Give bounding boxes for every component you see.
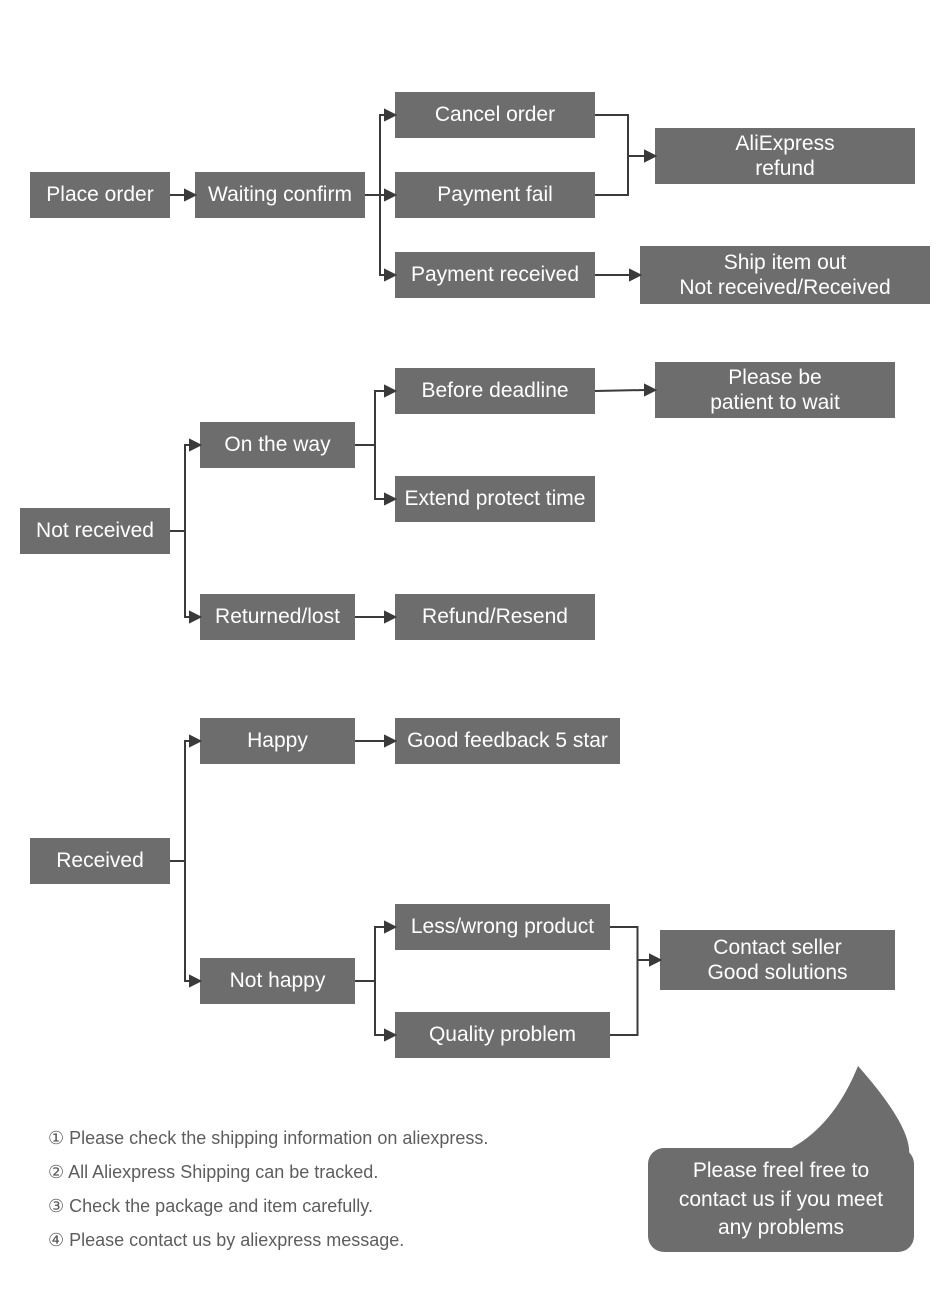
contact-bubble: Please freel free to contact us if you m… — [648, 1148, 914, 1252]
footnote-2: ② All Aliexpress Shipping can be tracked… — [48, 1162, 378, 1183]
edge-layer — [0, 0, 950, 1300]
footnote-3: ③ Check the package and item carefully. — [48, 1196, 373, 1217]
footnote-4: ④ Please contact us by aliexpress messag… — [48, 1230, 404, 1251]
footnote-1: ① Please check the shipping information … — [48, 1128, 488, 1149]
flowchart-stage: Place orderWaiting confirmCancel orderPa… — [0, 0, 950, 1300]
